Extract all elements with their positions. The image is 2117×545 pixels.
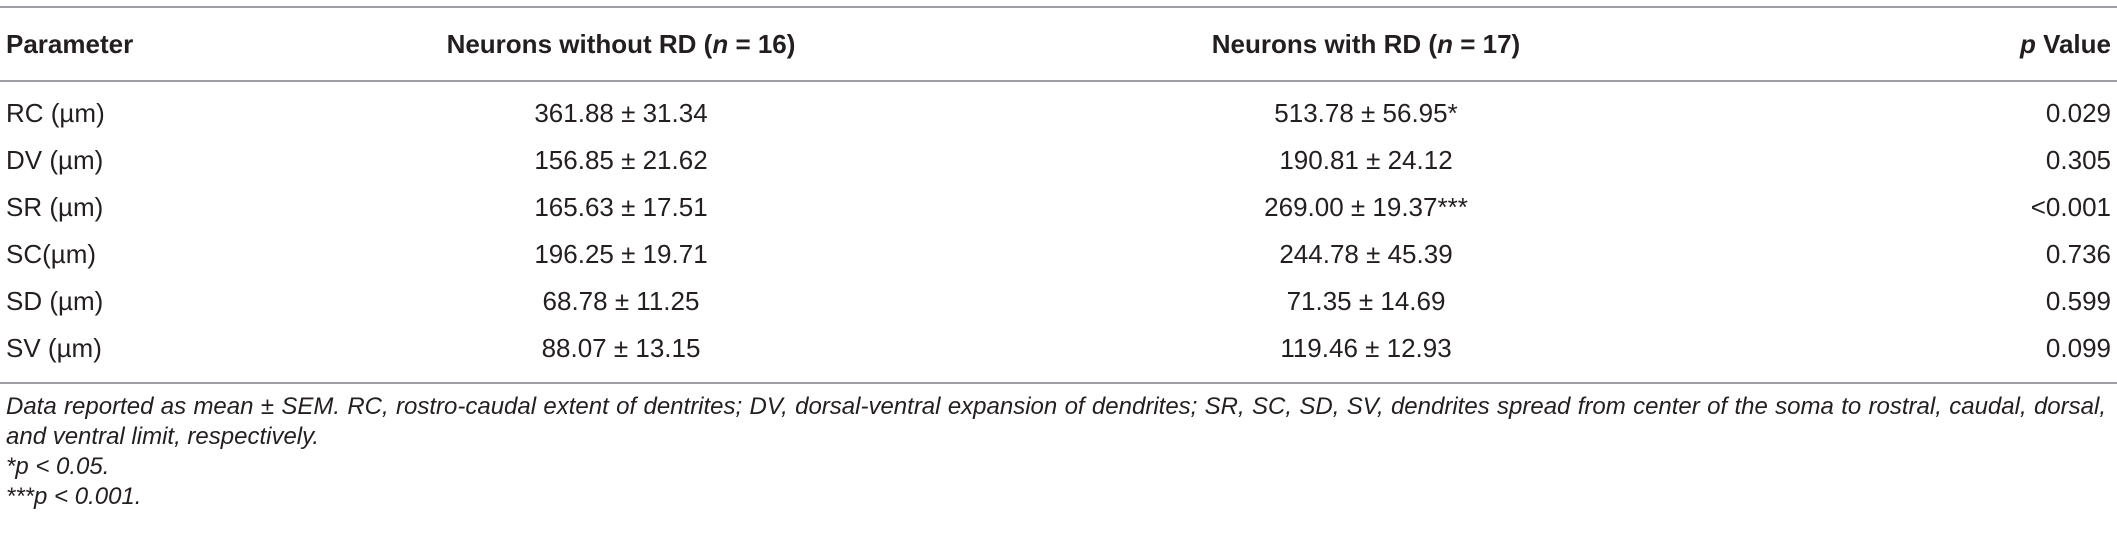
footnote-significance-1: *p < 0.05. (6, 453, 110, 480)
header-p-symbol: p (2019, 28, 2036, 59)
header-row: Parameter Neurons without RD (n = 16) Ne… (0, 7, 2117, 81)
header-p-value: p Value (1826, 7, 2117, 81)
header-parameter: Parameter (0, 7, 336, 81)
cell-p-value: 0.305 (2045, 145, 2111, 175)
cell-parameter: RC (µm) (6, 98, 105, 128)
table-body: RC (µm) 361.88 ± 31.34 513.78 ± 56.95* 0… (0, 81, 2117, 383)
header-neurons-without-rd: Neurons without RD (n = 16) (336, 7, 906, 81)
cell-with-rd: 244.78 ± 45.39 (1279, 239, 1453, 269)
table-row: RC (µm) 361.88 ± 31.34 513.78 ± 56.95* 0… (0, 81, 2117, 137)
cell-parameter: SC(µm) (6, 239, 97, 269)
header-neurons-with-rd: Neurons with RD (n = 17) (906, 7, 1826, 81)
cell-without-rd: 361.88 ± 31.34 (534, 98, 708, 128)
cell-p-value: <0.001 (2030, 192, 2111, 222)
cell-p-value: 0.099 (2045, 333, 2111, 363)
header-parameter-label: Parameter (6, 28, 134, 59)
header-without-suffix: = 16) (728, 28, 796, 59)
header-with-n: n (1437, 28, 1453, 59)
header-without-prefix: Neurons without RD ( (446, 28, 713, 59)
cell-parameter: SR (µm) (6, 192, 104, 222)
cell-p-value: 0.029 (2045, 98, 2111, 128)
cell-with-rd: 119.46 ± 12.93 (1280, 333, 1452, 363)
footnote-significance-2: ***p < 0.001. (6, 483, 142, 510)
cell-with-rd: 190.81 ± 24.12 (1279, 145, 1453, 175)
table-row: SR (µm) 165.63 ± 17.51 269.00 ± 19.37***… (0, 184, 2117, 231)
table-row: SV (µm) 88.07 ± 13.15 119.46 ± 12.93 0.0… (0, 325, 2117, 383)
results-table: Parameter Neurons without RD (n = 16) Ne… (0, 6, 2117, 384)
cell-without-rd: 165.63 ± 17.51 (534, 192, 708, 222)
cell-parameter: DV (µm) (6, 145, 104, 175)
cell-without-rd: 88.07 ± 13.15 (541, 333, 701, 363)
header-with-prefix: Neurons with RD ( (1211, 28, 1438, 59)
cell-with-rd: 71.35 ± 14.69 (1286, 286, 1446, 316)
cell-with-rd: 513.78 ± 56.95* (1274, 98, 1458, 128)
table-row: DV (µm) 156.85 ± 21.62 190.81 ± 24.12 0.… (0, 137, 2117, 184)
table-header: Parameter Neurons without RD (n = 16) Ne… (0, 7, 2117, 81)
header-without-n: n (712, 28, 729, 59)
cell-without-rd: 156.85 ± 21.62 (534, 145, 708, 175)
footnote-description: Data reported as mean ± SEM. RC, rostro-… (6, 393, 2106, 450)
cell-with-rd: 269.00 ± 19.37*** (1264, 192, 1468, 222)
cell-parameter: SD (µm) (6, 286, 104, 316)
table-row: SD (µm) 68.78 ± 11.25 71.35 ± 14.69 0.59… (0, 278, 2117, 325)
header-with-suffix: = 17) (1453, 28, 1521, 59)
cell-parameter: SV (µm) (6, 333, 102, 363)
table-row: SC(µm) 196.25 ± 19.71 244.78 ± 45.39 0.7… (0, 231, 2117, 278)
cell-p-value: 0.599 (2045, 286, 2111, 316)
header-p-suffix: Value (2035, 28, 2111, 59)
cell-p-value: 0.736 (2045, 239, 2111, 269)
cell-without-rd: 68.78 ± 11.25 (542, 286, 700, 316)
cell-without-rd: 196.25 ± 19.71 (534, 239, 708, 269)
table-footnotes: Data reported as mean ± SEM. RC, rostro-… (6, 392, 2106, 512)
